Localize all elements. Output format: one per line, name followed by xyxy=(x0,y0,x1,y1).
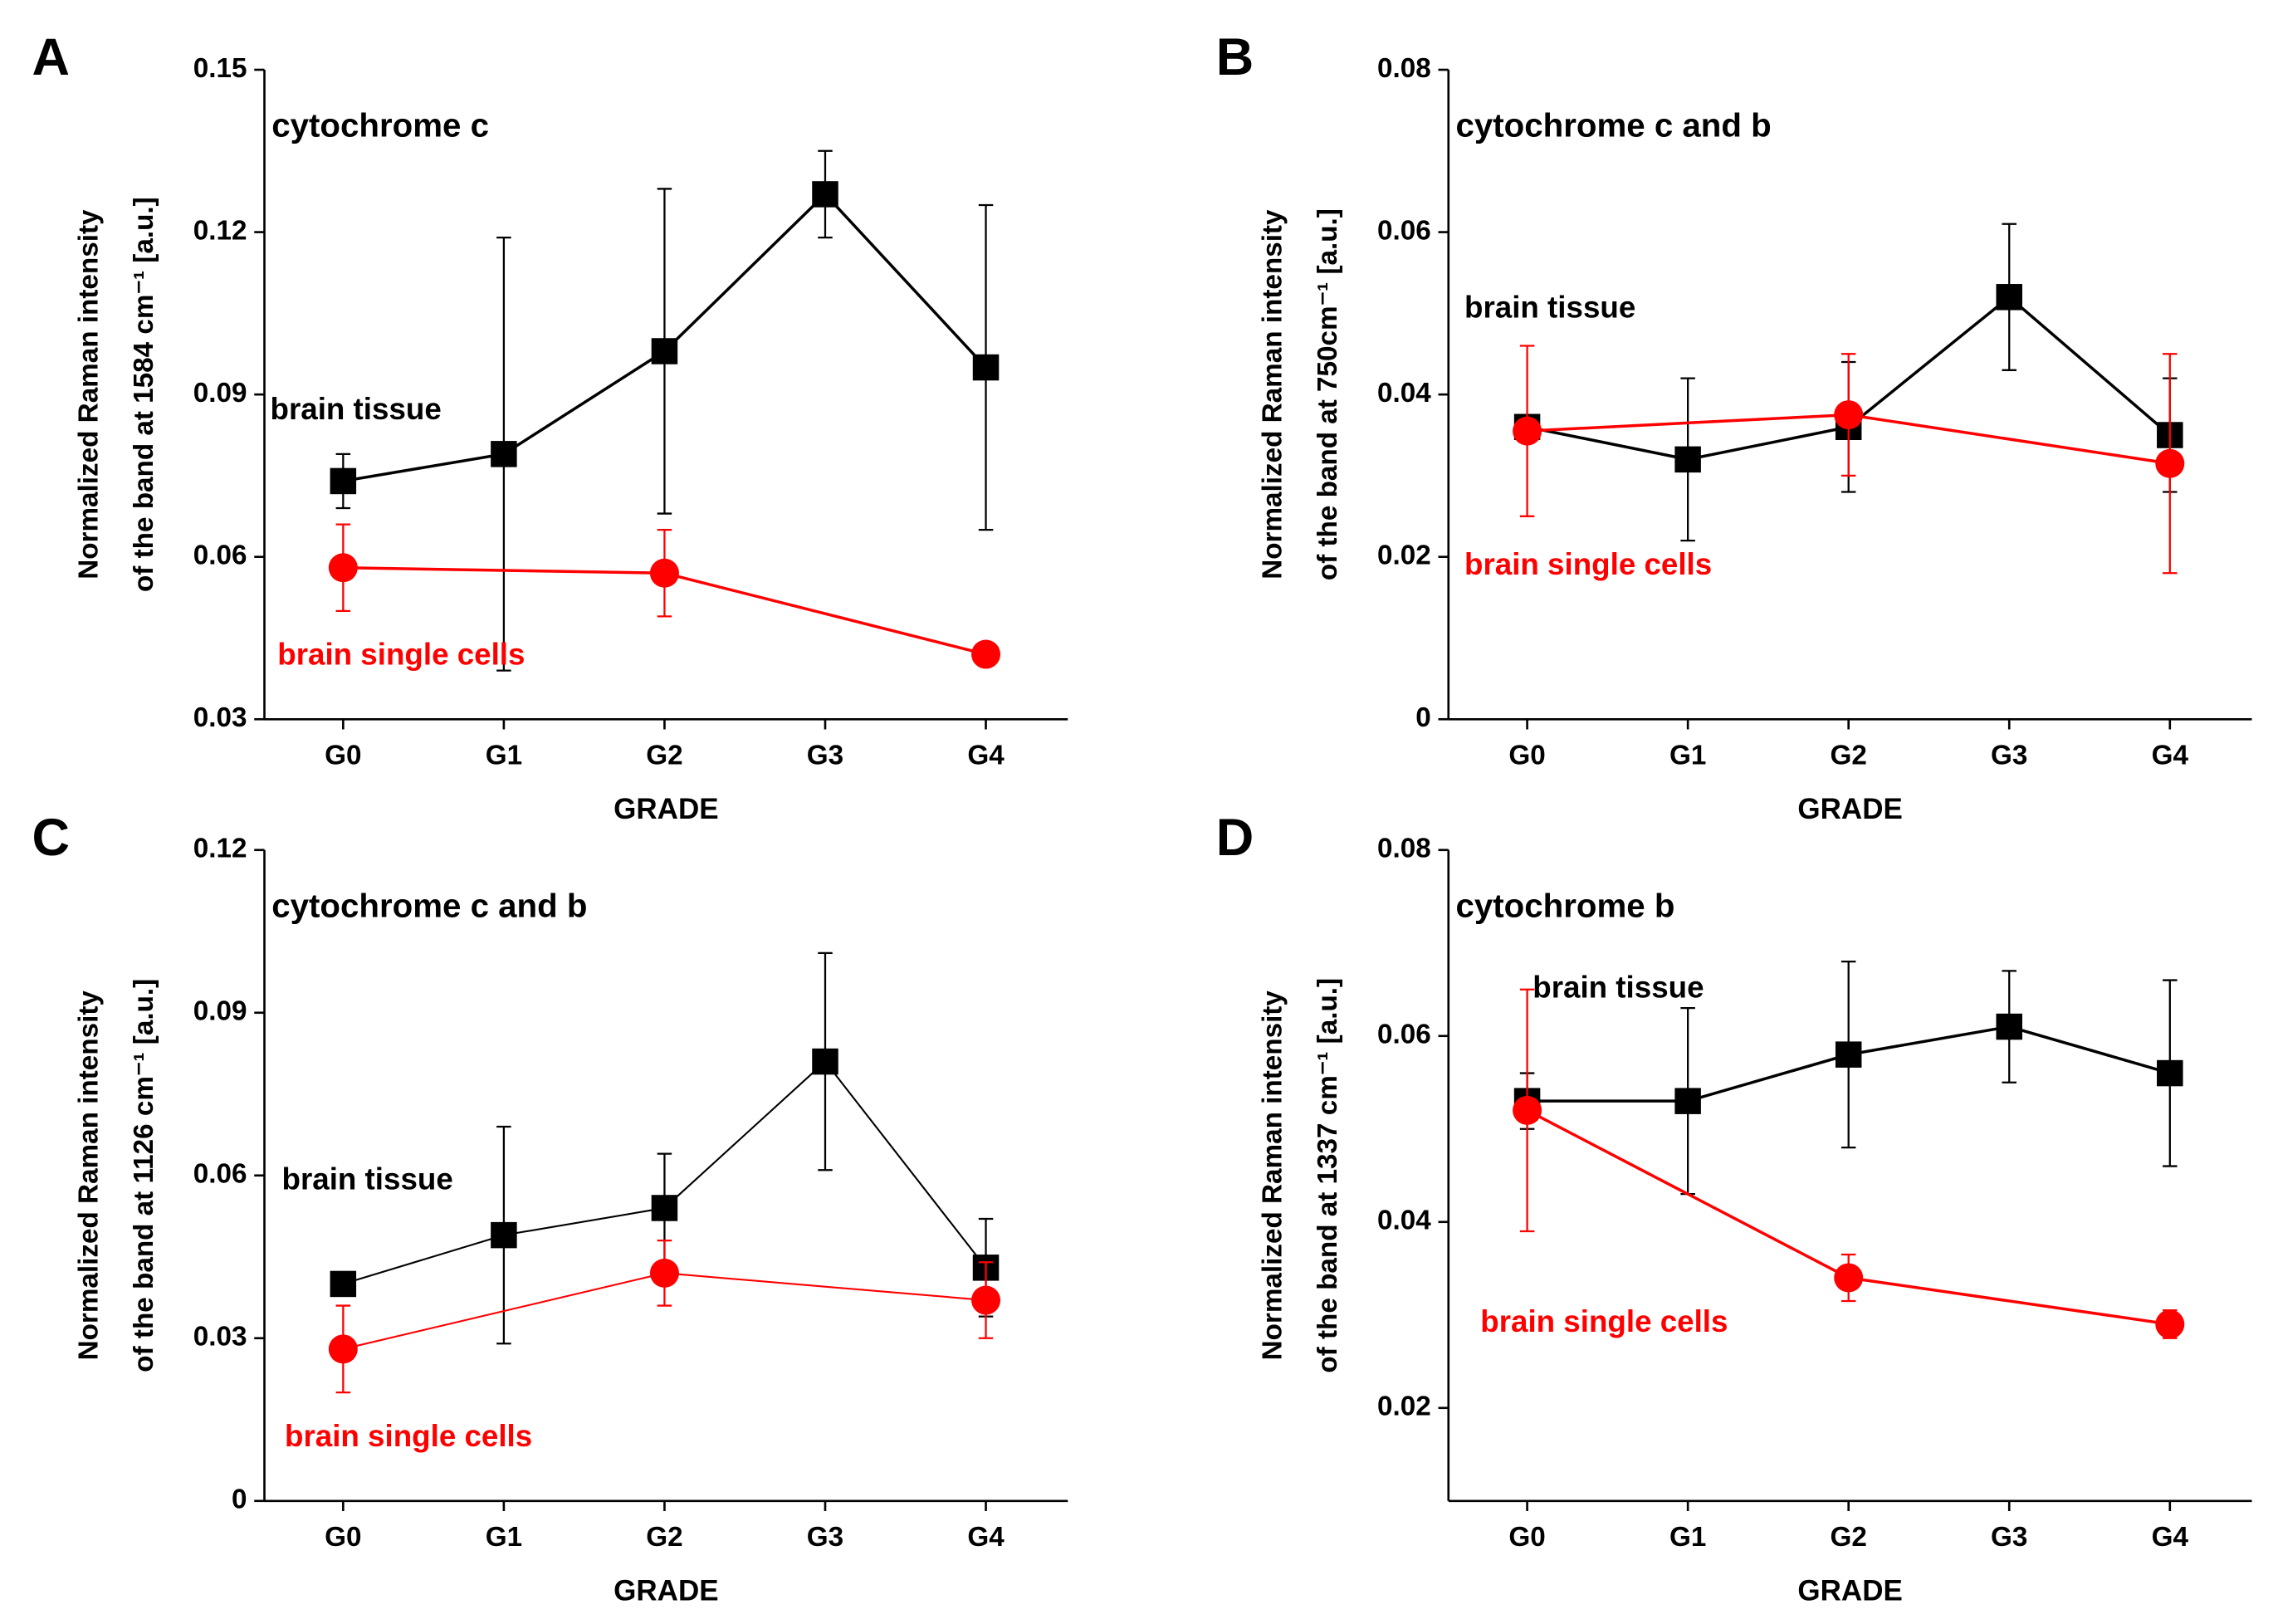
panel-letter: D xyxy=(1216,809,1254,867)
chart-title: cytochrome c and b xyxy=(1456,107,1772,144)
x-axis-label: GRADE xyxy=(1797,793,1902,825)
panel: 0.03 0.06 0.09 0.12 0.15 G0 G1 G2 G3 G4 GRADE Norma… xyxy=(32,28,1068,825)
panel-letter: C xyxy=(32,809,71,867)
marker xyxy=(812,1048,838,1075)
y-tick-label: 0.06 xyxy=(1377,215,1431,246)
panel: 0 0.02 0.04 0.06 0.08 G0 G1 G2 G3 G4 GRADE Normaliz… xyxy=(1216,28,2252,825)
x-tick-label: G4 xyxy=(967,741,1005,771)
x-tick-label: G1 xyxy=(1669,1522,1706,1553)
panel: 0.02 0.04 0.06 0.08 G0 G1 G2 G3 G4 GRADE Normalize… xyxy=(1216,809,2252,1607)
y-tick-label: 0.09 xyxy=(193,378,247,408)
chart-title: cytochrome c and b xyxy=(271,887,587,924)
marker xyxy=(1996,284,2022,311)
marker xyxy=(330,467,357,495)
y-tick-label: 0.08 xyxy=(1377,834,1431,864)
x-tick-label: G3 xyxy=(1991,1522,2027,1553)
y-tick-label: 0.02 xyxy=(1377,540,1431,570)
y-tick-label: 0.06 xyxy=(1377,1020,1431,1050)
x-tick-label: G1 xyxy=(486,741,522,771)
marker xyxy=(2157,1059,2183,1087)
series-label: brain tissue xyxy=(282,1162,453,1196)
marker xyxy=(971,1285,1001,1315)
x-tick-label: G4 xyxy=(967,1522,1005,1553)
series-label: brain single cells xyxy=(285,1419,532,1453)
y-axis-label: Normalized Raman intensity xyxy=(73,209,104,580)
y-tick-label: 0.04 xyxy=(1377,1206,1431,1236)
x-tick-label: G3 xyxy=(1991,741,2027,771)
marker xyxy=(812,181,838,208)
y-axis-label: Normalized Raman intensity xyxy=(73,991,104,1361)
y-axis-label: of the band at 1584 cm⁻¹ [a.u.] xyxy=(129,197,159,592)
marker xyxy=(651,1195,678,1221)
chart-title: cytochrome c xyxy=(271,107,489,144)
y-tick-label: 0.09 xyxy=(193,996,247,1027)
x-axis-label: GRADE xyxy=(613,793,718,825)
marker xyxy=(1835,1041,1862,1068)
series-label: brain single cells xyxy=(277,638,525,672)
x-tick-label: G0 xyxy=(1508,1522,1545,1553)
marker xyxy=(491,1221,517,1249)
y-axis-label: of the band at 1337 cm⁻¹ [a.u.] xyxy=(1313,978,1343,1373)
marker xyxy=(328,553,358,583)
x-tick-label: G0 xyxy=(1508,741,1545,771)
marker xyxy=(1834,1263,1864,1293)
y-axis-label: Normalized Raman intensity xyxy=(1258,209,1288,580)
y-tick-label: 0.12 xyxy=(193,215,247,246)
y-axis-label: Normalized Raman intensity xyxy=(1258,991,1288,1361)
x-tick-label: G3 xyxy=(807,1522,843,1553)
y-tick-label: 0.06 xyxy=(193,540,247,570)
marker xyxy=(972,354,1000,381)
y-axis-label: of the band at 750cm⁻¹ [a.u.] xyxy=(1313,208,1343,580)
series-label: brain single cells xyxy=(1480,1304,1728,1338)
marker xyxy=(330,1270,357,1298)
x-tick-label: G3 xyxy=(807,741,843,771)
x-tick-label: G2 xyxy=(1831,1522,1867,1553)
marker xyxy=(1674,446,1701,473)
y-tick-label: 0.12 xyxy=(193,834,247,864)
y-tick-label: 0.08 xyxy=(1377,53,1431,84)
marker xyxy=(1674,1088,1701,1114)
y-tick-label: 0.03 xyxy=(193,1322,247,1353)
series-label: brain tissue xyxy=(1464,290,1635,324)
series-label: brain tissue xyxy=(271,392,442,426)
marker xyxy=(1996,1013,2022,1040)
y-tick-label: 0.04 xyxy=(1377,378,1431,408)
chart-title: cytochrome b xyxy=(1456,887,1675,924)
x-axis-label: GRADE xyxy=(613,1574,718,1607)
y-tick-label: 0.06 xyxy=(193,1159,247,1190)
marker xyxy=(651,338,678,364)
x-tick-label: G4 xyxy=(2152,1522,2189,1553)
y-axis-label: of the band at 1126 cm⁻¹ [a.u.] xyxy=(129,979,159,1372)
panel-letter: B xyxy=(1216,28,1254,86)
x-tick-label: G0 xyxy=(325,1522,361,1553)
x-tick-label: G1 xyxy=(1669,741,1706,771)
marker xyxy=(1834,400,1864,430)
series-label: brain tissue xyxy=(1533,970,1704,1004)
series-label: brain single cells xyxy=(1464,547,1712,581)
marker xyxy=(649,558,679,588)
marker xyxy=(1513,1095,1542,1125)
x-axis-label: GRADE xyxy=(1797,1574,1902,1607)
x-tick-label: G0 xyxy=(325,741,361,771)
y-tick-label: 0.15 xyxy=(193,53,247,84)
y-tick-label: 0.03 xyxy=(193,702,247,733)
marker xyxy=(971,639,1001,669)
marker xyxy=(328,1334,358,1364)
panel-letter: A xyxy=(32,28,71,86)
y-tick-label: 0.02 xyxy=(1377,1392,1431,1422)
marker xyxy=(2155,448,2185,478)
x-tick-label: G1 xyxy=(486,1522,522,1553)
marker xyxy=(1513,416,1542,446)
y-tick-label: 0 xyxy=(1415,702,1431,733)
marker xyxy=(491,441,517,467)
panel: 0 0.03 0.06 0.09 0.12 G0 G1 G2 G3 G4 GRADE Normaliz… xyxy=(32,809,1068,1607)
marker xyxy=(649,1258,679,1288)
x-tick-label: G2 xyxy=(646,1522,682,1553)
x-tick-label: G2 xyxy=(646,741,682,771)
y-tick-label: 0 xyxy=(232,1485,247,1515)
x-tick-label: G4 xyxy=(2152,741,2189,771)
marker xyxy=(2155,1309,2185,1339)
x-tick-label: G2 xyxy=(1831,741,1867,771)
